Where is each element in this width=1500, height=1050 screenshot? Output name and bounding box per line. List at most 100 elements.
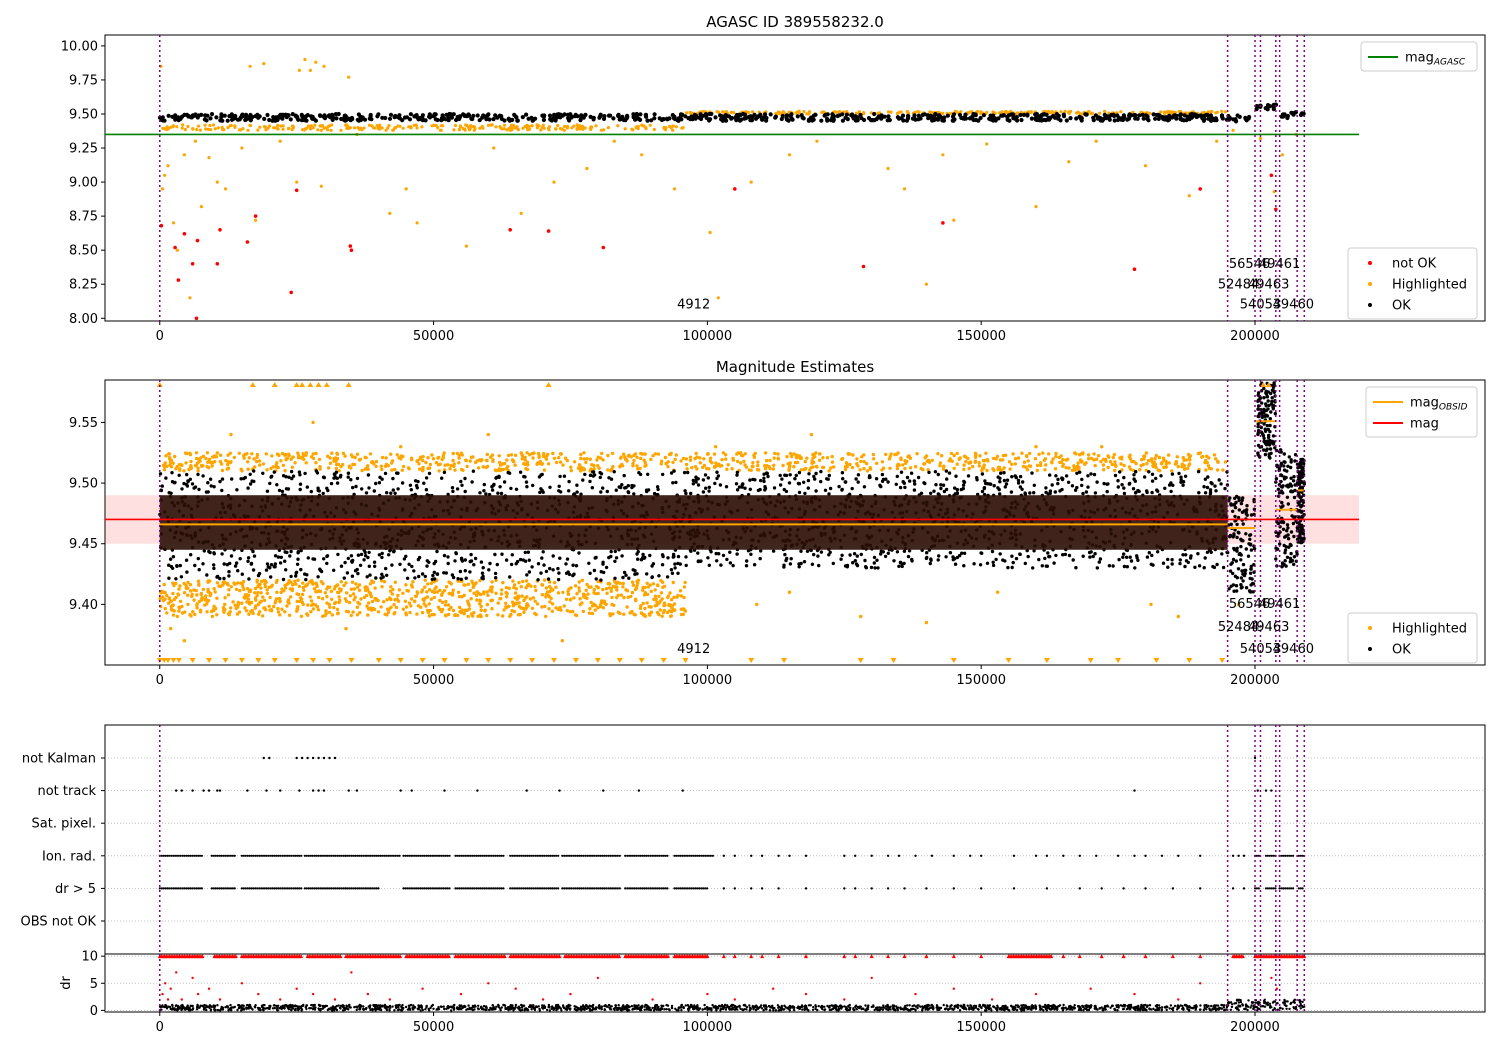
highlighted-point [484,458,489,463]
ok-point [1197,564,1202,568]
ok-point [868,118,874,123]
highlighted-point [404,187,408,191]
highlighted-point [1026,459,1030,463]
highlighted-point [585,166,589,171]
highlighted-point [1207,456,1211,460]
ok-point [904,118,910,123]
ok-point [471,469,476,473]
highlighted-point [284,452,288,457]
highlighted-point [451,608,456,613]
highlighted-point [472,591,476,595]
ok-point [892,559,896,563]
ok-point [367,564,371,568]
highlighted-point [512,585,516,590]
not-ok-point [1274,207,1278,212]
highlighted-point [369,594,373,599]
ok-point [252,554,257,558]
highlighted-point [515,597,519,602]
highlighted-point [500,127,504,131]
highlighted-point [209,128,213,132]
highlighted-point [410,457,414,462]
highlighted-point [481,126,485,130]
ok-point [268,566,272,570]
ok-point [806,118,811,123]
highlighted-point [1141,462,1145,467]
highlighted-point [496,601,500,605]
ok-point [215,575,219,579]
ok-point [1061,112,1066,117]
highlighted-point [205,451,210,455]
highlighted-point [434,460,439,465]
highlighted-point [1097,111,1102,115]
ok-point [962,564,966,568]
highlighted-point [525,595,529,599]
highlighted-point [1027,464,1032,468]
highlighted-point [265,468,269,472]
highlighted-point [986,459,990,463]
highlighted-point [765,464,769,468]
ok-point [207,549,211,554]
legend-label: Highlighted [1392,278,1467,293]
ok-point [1120,483,1124,487]
ok-point [170,471,174,475]
highlighted-point [525,467,530,472]
ok-point [613,576,617,580]
highlighted-point [175,125,179,129]
highlighted-point [207,590,211,594]
ok-point [380,555,384,560]
highlighted-point [327,602,331,607]
ok-point [252,469,256,473]
ok-point [1181,480,1186,484]
panel-title: Magnitude Estimates [716,358,874,376]
highlighted-point [720,464,724,468]
ok-point [526,550,530,554]
highlighted-point [1009,109,1013,113]
highlighted-point [468,588,472,593]
highlighted-point [752,453,756,457]
highlighted-point [521,126,525,130]
highlighted-point [280,607,284,611]
ok-point [190,482,195,486]
ok-point [872,561,876,565]
highlighted-point [287,613,292,617]
highlighted-point [593,608,597,612]
highlighted-point [498,125,502,129]
highlighted-point [1170,469,1174,473]
ok-point [199,112,204,117]
ok-point [734,482,739,486]
ok-point [233,564,238,568]
highlighted-point [862,111,866,115]
ok-point [591,115,596,120]
highlighted-point [401,454,405,459]
highlighted-point [556,591,561,595]
ok-point [583,472,587,477]
highlighted-point [787,468,791,472]
ok-point [575,483,579,487]
highlighted-point [350,580,355,584]
highlighted-point [1159,110,1163,114]
ok-point [1137,113,1142,118]
ok-point [1141,116,1146,121]
highlighted-point [297,584,301,589]
highlighted-point [270,454,274,458]
ok-point [1093,113,1098,118]
ok-point [602,114,607,119]
highlighted-point [1089,456,1094,461]
highlighted-point [897,110,901,114]
ok-point [496,491,500,495]
ok-point [579,113,584,118]
ok-point [487,568,491,572]
ok-point [611,116,616,121]
highlighted-point [311,420,315,425]
ok-point [819,479,823,484]
highlighted-point [1157,455,1162,460]
highlighted-point [669,614,673,618]
ok-point [951,118,956,123]
ok-point [544,569,549,574]
highlighted-point [626,595,630,599]
highlighted-point [505,128,509,132]
highlighted-point [724,457,728,461]
highlighted-point [888,466,892,470]
highlighted-point [351,592,356,596]
highlighted-point [204,127,208,131]
